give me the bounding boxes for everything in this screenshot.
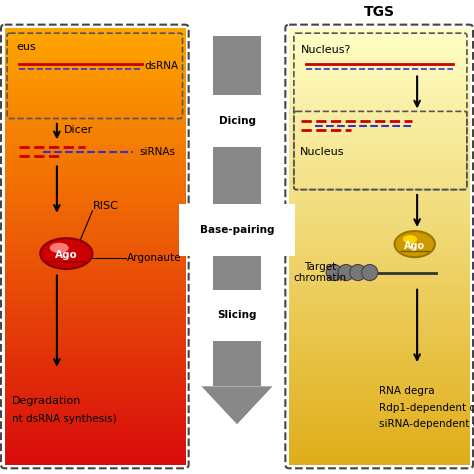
Ellipse shape <box>403 235 417 244</box>
Text: nt dsRNA synthesis): nt dsRNA synthesis) <box>12 414 117 425</box>
Text: Degradation: Degradation <box>12 395 81 406</box>
Circle shape <box>350 264 366 281</box>
Circle shape <box>362 264 378 281</box>
Text: Base-pairing: Base-pairing <box>200 225 274 235</box>
Text: Nucleus: Nucleus <box>300 146 344 157</box>
Text: Ago: Ago <box>55 250 78 261</box>
Text: RNA degra: RNA degra <box>379 386 435 396</box>
Ellipse shape <box>394 231 435 257</box>
Text: Argonaute: Argonaute <box>127 253 181 264</box>
Text: siRNA-dependent chro: siRNA-dependent chro <box>379 419 474 429</box>
Text: Nucleus?: Nucleus? <box>301 45 351 55</box>
Text: TGS: TGS <box>364 5 395 19</box>
Text: siRNAs: siRNAs <box>140 146 176 157</box>
Text: Ago: Ago <box>404 240 425 251</box>
Text: Target
chromatin: Target chromatin <box>293 262 346 283</box>
Text: dsRNA: dsRNA <box>145 61 179 72</box>
Text: eus: eus <box>17 42 36 53</box>
Circle shape <box>338 264 354 281</box>
Ellipse shape <box>40 238 92 269</box>
Text: Dicing: Dicing <box>219 116 255 126</box>
Bar <box>213 36 261 386</box>
Ellipse shape <box>50 243 69 253</box>
Text: Rdp1-dependent d: Rdp1-dependent d <box>379 402 474 413</box>
Text: Dicer: Dicer <box>64 125 93 136</box>
Polygon shape <box>201 386 273 424</box>
Circle shape <box>326 264 342 281</box>
Text: RISC: RISC <box>92 201 118 211</box>
Text: Slicing: Slicing <box>217 310 257 320</box>
